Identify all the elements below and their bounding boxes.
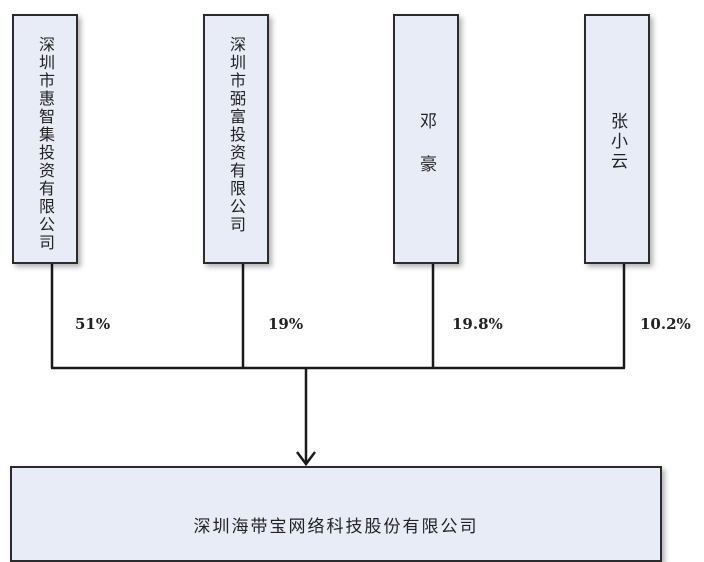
company-box: 深圳海带宝网络科技股份有限公司	[10, 466, 662, 562]
shareholder-box-2: 深圳市弼富投资有限公司	[203, 14, 269, 264]
share-percent-2: 19%	[268, 315, 304, 333]
share-percent-4: 10.2%	[640, 315, 691, 333]
shareholder-name-4: 张小云	[607, 112, 627, 172]
shareholder-box-1: 深圳市惠智集投资有限公司	[12, 14, 78, 264]
company-name: 深圳海带宝网络科技股份有限公司	[193, 517, 479, 537]
shareholder-name-3: 邓豪	[416, 112, 436, 198]
connector-lines	[50, 264, 626, 467]
company-arrow-head	[296, 451, 316, 467]
shareholder-box-3: 邓豪	[393, 14, 459, 264]
shareholder-box-4: 张小云	[584, 14, 650, 264]
ownership-diagram: 深圳市惠智集投资有限公司 深圳市弼富投资有限公司 邓豪 张小云 51% 19% …	[10, 14, 691, 562]
share-percent-1: 51%	[75, 315, 111, 333]
share-percent-3: 19.8%	[452, 315, 503, 333]
shareholder-name-1: 深圳市惠智集投资有限公司	[36, 36, 55, 252]
shareholder-name-2: 深圳市弼富投资有限公司	[227, 36, 246, 234]
